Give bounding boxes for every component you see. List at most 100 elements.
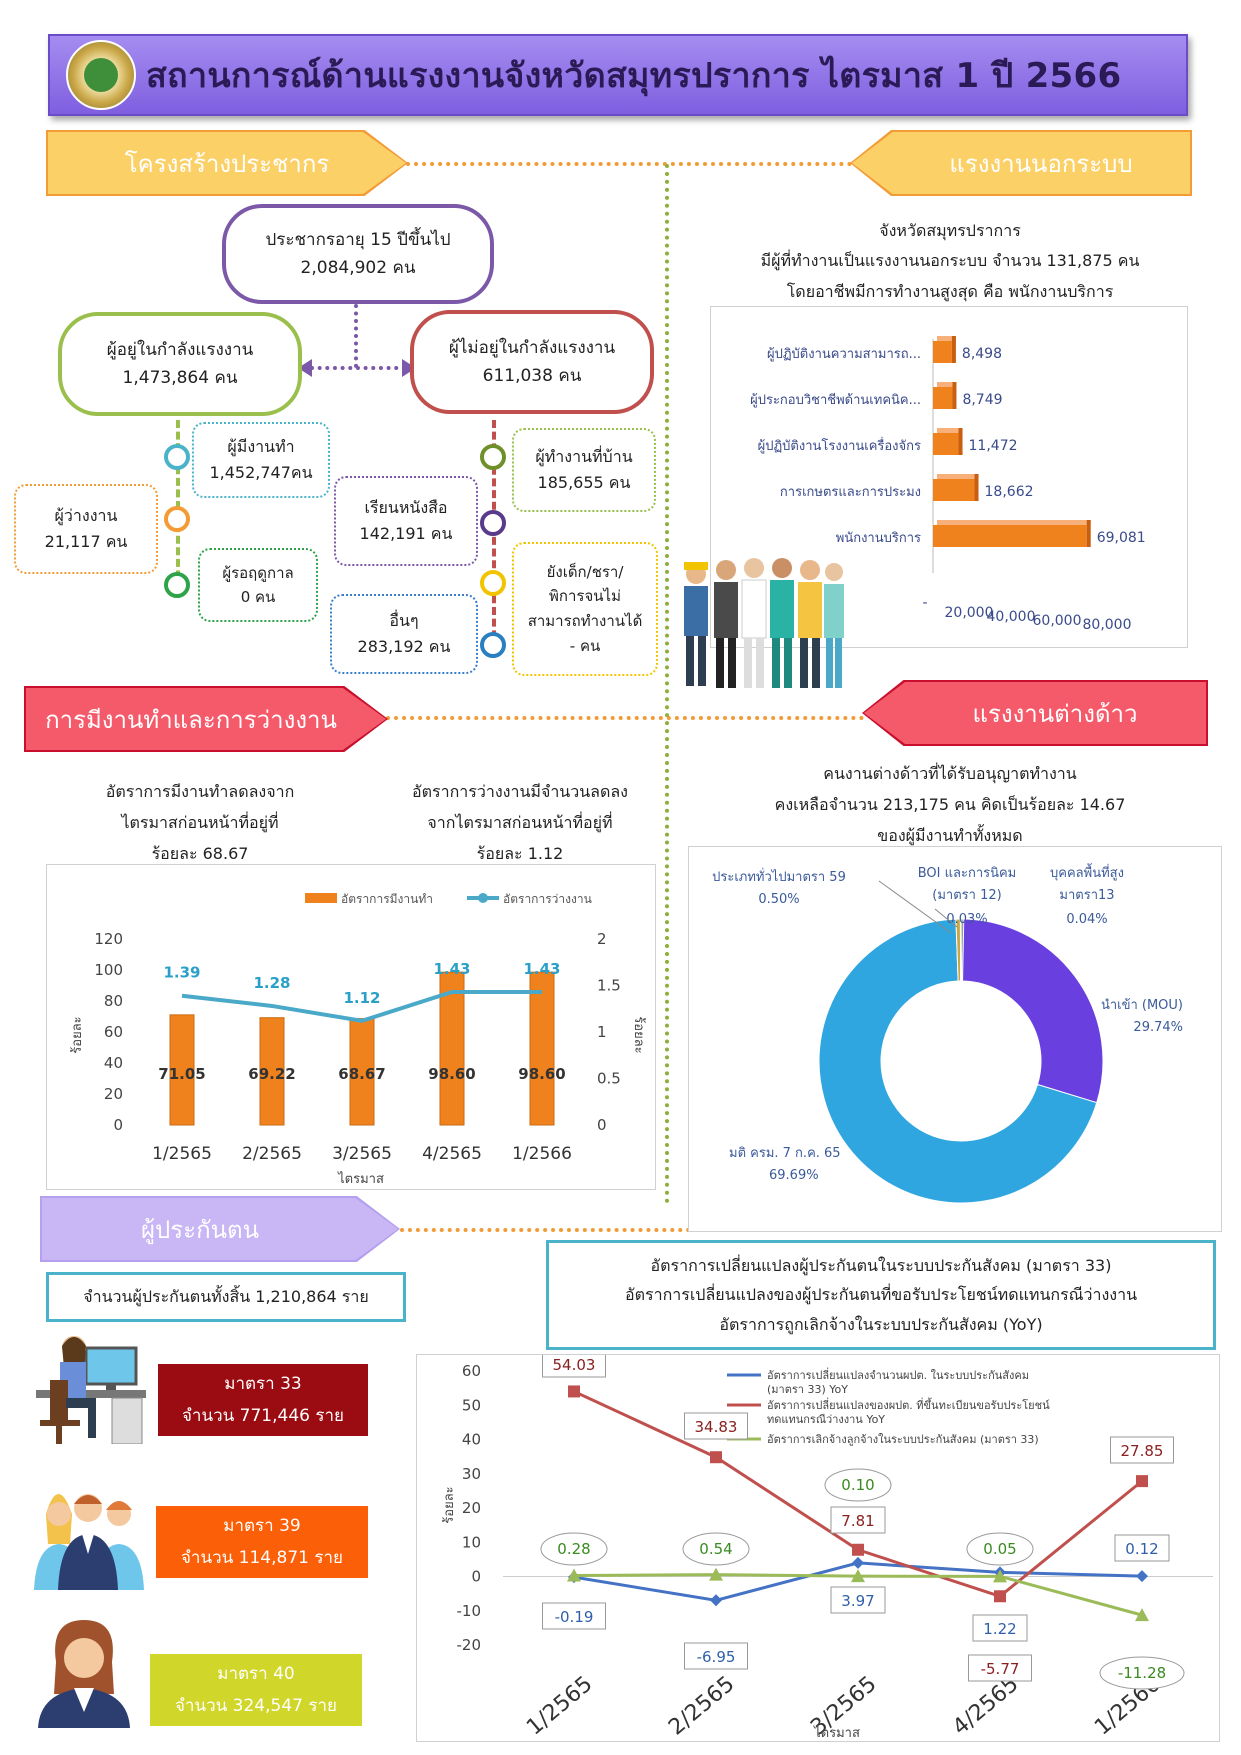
- slice-pct-label: 69.69%: [769, 1168, 819, 1183]
- value-label: 69,081: [1097, 530, 1146, 546]
- x-tick-label: 4/2565: [948, 1672, 1023, 1741]
- circle-marker-icon: [480, 444, 506, 470]
- circle-marker-icon: [164, 506, 190, 532]
- bar-side: [974, 474, 979, 501]
- slice-pct-label: 0.04%: [1066, 912, 1107, 927]
- marker: [568, 1385, 580, 1398]
- insured-total-box: จำนวนผู้ประกันตนทั้งสิ้น 1,210,864 ราย: [46, 1272, 406, 1322]
- bar: [933, 525, 1087, 547]
- marker: [709, 1567, 723, 1581]
- bar-side: [952, 382, 957, 409]
- unemployment-rate-text: อัตราการว่างงานมีจำนวนลดลง จากไตรมาสก่อน…: [412, 782, 628, 864]
- donut-slice: [818, 918, 1098, 1204]
- x-axis-label: ไตรมาส: [813, 1725, 860, 1741]
- line-value-label: 1.12: [343, 989, 380, 1007]
- unable-box: ยังเด็ก/ชรา/ พิการจนไม่ สามารถทำงานได้ -…: [512, 542, 658, 676]
- bar: [933, 433, 959, 455]
- bar: [933, 387, 953, 409]
- y-tick-label: -10: [457, 1602, 482, 1620]
- tick-label: 80,000: [1083, 617, 1132, 633]
- bar: [933, 341, 952, 363]
- circle-marker-icon: [480, 570, 506, 596]
- y2-tick-label: 1.5: [597, 977, 621, 995]
- section-foreign: แรงงานต่างด้าว: [864, 682, 1206, 744]
- y-tick-label: 30: [462, 1465, 481, 1483]
- donut-slice: [960, 918, 1104, 1104]
- y2-tick-label: 1: [597, 1023, 607, 1041]
- office-worker-icon: [36, 1336, 146, 1444]
- legend-label: อัตราการว่างงาน: [503, 892, 592, 906]
- in-labor-box: ผู้อยู่ในกำลังแรงงาน 1,473,864 คน: [58, 312, 302, 416]
- data-label: -5.77: [981, 1660, 1020, 1678]
- employment-chart: อัตราการมีงานทำ อัตราการว่างงาน0204060801…: [70, 892, 646, 1187]
- data-label: -11.28: [1118, 1664, 1166, 1682]
- circle-marker-icon: [164, 444, 190, 470]
- bar-top: [937, 382, 957, 387]
- y-tick-label: 40: [104, 1054, 123, 1072]
- x-tick-label: 3/2565: [332, 1144, 392, 1164]
- bar: [529, 971, 555, 1126]
- slice-label: BOI และการนิคม: [918, 866, 1017, 881]
- y2-tick-label: 0: [597, 1116, 607, 1134]
- bar-top: [937, 520, 1091, 525]
- bar-side: [958, 428, 963, 455]
- y-tick-label: 0: [113, 1116, 123, 1134]
- slice-label: (มาตรา 12): [932, 888, 1001, 903]
- page-title: สถานการณ์ด้านแรงงานจังหวัดสมุทรปราการ ไต…: [146, 56, 1122, 96]
- employment-chart-panel: อัตราการมีงานทำ อัตราการว่างงาน 0 20 40 60 80 1…: [46, 864, 656, 1190]
- slice-label: ประเภททั่วไปมาตรา 59: [712, 868, 846, 885]
- marker: [1136, 1475, 1148, 1488]
- callout-box: [972, 1614, 1028, 1642]
- slice-pct-label: 29.74%: [1133, 1020, 1183, 1035]
- data-label: 54.03: [553, 1356, 596, 1374]
- unemployment-line: [181, 990, 542, 1023]
- tick-label: 20,000: [945, 605, 994, 621]
- y-tick-label: 50: [462, 1396, 481, 1414]
- donut-slice: [961, 918, 965, 982]
- section-population: โครงสร้างประชากร: [48, 132, 406, 194]
- province-seal-icon: [66, 40, 136, 110]
- divider: [665, 164, 669, 1204]
- line-value-label: 1.28: [253, 974, 290, 992]
- legend-label: (มาตรา 33) YoY: [767, 1383, 848, 1396]
- section-insured: ผู้ประกันตน: [42, 1198, 398, 1260]
- bar-top: [937, 428, 963, 433]
- data-label: 7.81: [841, 1512, 874, 1530]
- callout-box: [684, 1412, 748, 1440]
- x-tick-label: 2/2565: [242, 1144, 302, 1164]
- bar-value-label: 71.05: [158, 1065, 205, 1083]
- study-box: เรียนหนังสือ 142,191 คน: [334, 476, 478, 566]
- data-label: 27.85: [1121, 1442, 1164, 1460]
- bar-value-label: 98.60: [518, 1065, 565, 1083]
- employment-rate-text: อัตราการมีงานทำลดลงจาก ไตรมาสก่อนหน้าที่…: [105, 782, 295, 864]
- callout-box: [968, 1654, 1032, 1682]
- bar-side: [951, 336, 956, 363]
- y-tick-label: 40: [462, 1431, 481, 1449]
- section-informal: แรงงานนอกระบบ: [852, 132, 1190, 194]
- x-tick-label: 4/2565: [422, 1144, 482, 1164]
- y-axis-label: ร้อยละ: [70, 1016, 85, 1053]
- y-tick-label: 0: [471, 1568, 481, 1586]
- bar: [933, 479, 975, 501]
- category-label: ผู้ปฏิบัติงานความสามารถ...: [767, 347, 921, 362]
- other-box: อื่นๆ 283,192 คน: [330, 594, 478, 674]
- insured-chart-panel: -20 -10 0 10 20 30 40 50 60 ร้อยละ 1/2565 2/2565 3/2…: [416, 1350, 1220, 1742]
- bar-top: [937, 336, 956, 341]
- callout-box: [830, 1586, 886, 1614]
- foreign-worker-donut-chart: มติ ครม. 7 ก.ค. 65 69.69% นำเข้า (MOU) 29.7…: [712, 863, 1183, 1204]
- data-label: 3.97: [841, 1592, 874, 1610]
- divider: [406, 162, 852, 166]
- value-label: 18,662: [985, 484, 1034, 500]
- leader-line: [878, 880, 952, 934]
- circle-marker-icon: [480, 510, 506, 536]
- x-tick-label: 1/2565: [522, 1672, 597, 1741]
- unemployed-box: ผู้ว่างงาน 21,117 คน: [14, 484, 158, 574]
- bar-value-label: 69.22: [248, 1065, 295, 1083]
- seasonal-box: ผู้รอฤดูกาล 0 คน: [198, 548, 318, 622]
- y2-tick-label: 2: [597, 930, 607, 948]
- y-tick-label: 20: [104, 1085, 123, 1103]
- y-tick-label: 60: [462, 1362, 481, 1380]
- legend-label: อัตราการเปลี่ยนแปลงของผปต. ที่ขึ้นทะเบีย…: [767, 1397, 1050, 1412]
- legend-marker: [478, 893, 488, 903]
